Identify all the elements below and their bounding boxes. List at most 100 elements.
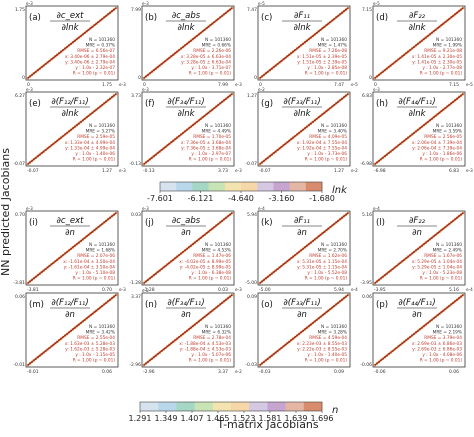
- stat-line: RMSE = 3.79e-04: [424, 335, 462, 341]
- x-tick-label: 0.03: [218, 287, 228, 293]
- stat-line: R = 1.00 (p ~ 0.01): [189, 157, 232, 163]
- stat-line: MRE = 3.40%: [318, 129, 347, 135]
- stat-line: y: 2.69e-03 ± 6.86e-03: [412, 346, 462, 352]
- stat-line: N = 101360: [89, 324, 115, 330]
- y-tick-label: -6.98: [360, 161, 372, 167]
- panel-title: (g) ∂(F₃₃/F₁₁) ∂lnk: [261, 97, 322, 119]
- stat-line: RMSE = 9.21e-08: [424, 48, 462, 54]
- stat-line: R = 1.00 (p ~ 0.01): [73, 71, 116, 77]
- y-tick-label: 0.70: [15, 212, 25, 218]
- x-tick-label: -3.81: [27, 287, 39, 293]
- fit-line: [143, 212, 233, 284]
- stat-line: N = 101360: [205, 324, 231, 330]
- colorbar-segment: [176, 402, 195, 411]
- stat-line: N = 101360: [89, 123, 115, 129]
- stat-line: y : 1.0x - 1.86e-06: [422, 151, 462, 157]
- stat-line: RMSE = 7.26e-08: [309, 48, 347, 54]
- x-tick-label: 7.99: [218, 82, 228, 88]
- title-numerator: ∂c_abs: [172, 11, 201, 21]
- colorbar-tick-label: -3.160: [269, 194, 295, 203]
- ticks: -5.00 5.94-5.005.94e-4e-4: [245, 206, 358, 293]
- stat-line: MRE = 0.37%: [86, 43, 115, 49]
- panel-title: (f) ∂(F₃₄/F₁₁) ∂lnk: [145, 97, 206, 119]
- ticks: -3.81 0.70-3.810.70e-3e-3: [13, 206, 126, 293]
- ticks: -6.98 6.83-6.986.83e-3e-3: [360, 87, 473, 174]
- x-exponent: e-3: [235, 168, 242, 173]
- ticks: -0.03 0.09 -0.03 0.09: [245, 294, 344, 375]
- ticks: -0.13 3.73-0.133.73e-3e-3: [129, 87, 242, 174]
- panel-title: (b) ∂c_abs ∂lnk: [145, 11, 206, 33]
- y-tick-label: -0.01: [13, 362, 25, 368]
- colorbar-tick-label: 1.349: [155, 414, 178, 423]
- x-tick-label: -0.06: [374, 369, 386, 375]
- colorbar-segment: [289, 182, 307, 191]
- ticks: -1.28 0.03-1.280.03e-3e-3: [129, 206, 242, 293]
- stat-line: x: 7.36e-05 ± 3.68e-04: [181, 140, 231, 146]
- x-tick-label: -0.13: [143, 168, 155, 174]
- panel-label: (c): [261, 13, 272, 23]
- x-exponent: e-3: [119, 168, 126, 173]
- stat-line: N = 101360: [436, 37, 462, 43]
- x-tick-label: -0.03: [259, 369, 271, 375]
- stat-line: RMSE = 6.56e-07: [77, 48, 115, 54]
- x-tick-label: -1.28: [143, 287, 155, 293]
- title-numerator: ∂(F₃₃/F₁₁): [283, 298, 320, 308]
- y-tick-label: 0.06: [362, 294, 372, 300]
- stat-line: MRE = 4.53%: [202, 248, 231, 254]
- panel-label: (a): [29, 13, 41, 23]
- title-numerator: ∂(F₃₃/F₁₁): [283, 97, 320, 107]
- y-exponent: e-3: [142, 87, 149, 92]
- x-exponent: e-5: [466, 82, 473, 87]
- stat-line: y : 1.0x - 2.85e-08: [307, 65, 347, 71]
- colorbar-segment: [305, 182, 323, 191]
- title-denominator: ∂n: [65, 310, 75, 320]
- colorbar-tick-label: -4.640: [228, 194, 254, 203]
- panel-label: (m): [29, 300, 44, 310]
- stat-line: y: 1.41e-05 ± 2.30e-05: [412, 59, 462, 65]
- panel-title: (k) ∂F₁₁ ∂n: [261, 216, 322, 238]
- y-tick-label: -0.06: [360, 362, 372, 368]
- stat-line: N = 101360: [205, 123, 231, 129]
- stat-line: MRE = 3.28%: [318, 330, 347, 336]
- stat-line: y: 1.33e-04 ± 4.99e-04: [65, 145, 115, 151]
- figure-ylabel: NN predicted Jacobians: [0, 148, 12, 276]
- stat-line: RMSE = 4.09e-05: [309, 134, 347, 140]
- x-tick-label: -3.95: [374, 287, 386, 293]
- stat-line: y : 1.0x - 4.08e-06: [422, 352, 462, 358]
- title-numerator: ∂(F₃₄/F₁₁): [167, 298, 204, 308]
- fit-line: [143, 294, 233, 366]
- panel-label: (e): [29, 99, 41, 109]
- stat-line: MRE = 2.49%: [433, 248, 462, 254]
- stat-line: y: 2.22e-03 ± 8.55e-03: [297, 346, 347, 352]
- stat-line: R = 1.00 (p ~ 0.01): [73, 276, 116, 282]
- x-exponent: e-4: [466, 287, 473, 292]
- y-exponent: e-5: [258, 1, 265, 6]
- stat-line: R = 1.00 (p ~ 0.01): [73, 358, 116, 364]
- x-tick-label: 0: [259, 82, 262, 88]
- stat-line: RMSE = 4.59e-04: [309, 335, 347, 341]
- stat-line: y : 1.0x - 3.71e-07: [191, 65, 231, 71]
- title-denominator: ∂lnk: [177, 23, 195, 33]
- panel-title: (h) ∂(F₄₄/F₁₁) ∂lnk: [376, 97, 437, 119]
- colorbar-segment: [194, 402, 214, 411]
- x-exponent: e-3: [466, 168, 473, 173]
- stat-line: RMSE = 1.67e-06: [424, 253, 462, 259]
- x-exponent: e-2: [235, 369, 242, 374]
- x-tick-label: 1.27: [102, 168, 112, 174]
- colorbar-frame: [139, 401, 323, 412]
- stat-line: y : 1.0x - 5.23e-08: [422, 270, 462, 276]
- title-denominator: ∂lnk: [293, 109, 311, 119]
- stat-line: R = 1.00 (p ~ 0.01): [305, 157, 348, 163]
- y-exponent: e-3: [142, 1, 149, 6]
